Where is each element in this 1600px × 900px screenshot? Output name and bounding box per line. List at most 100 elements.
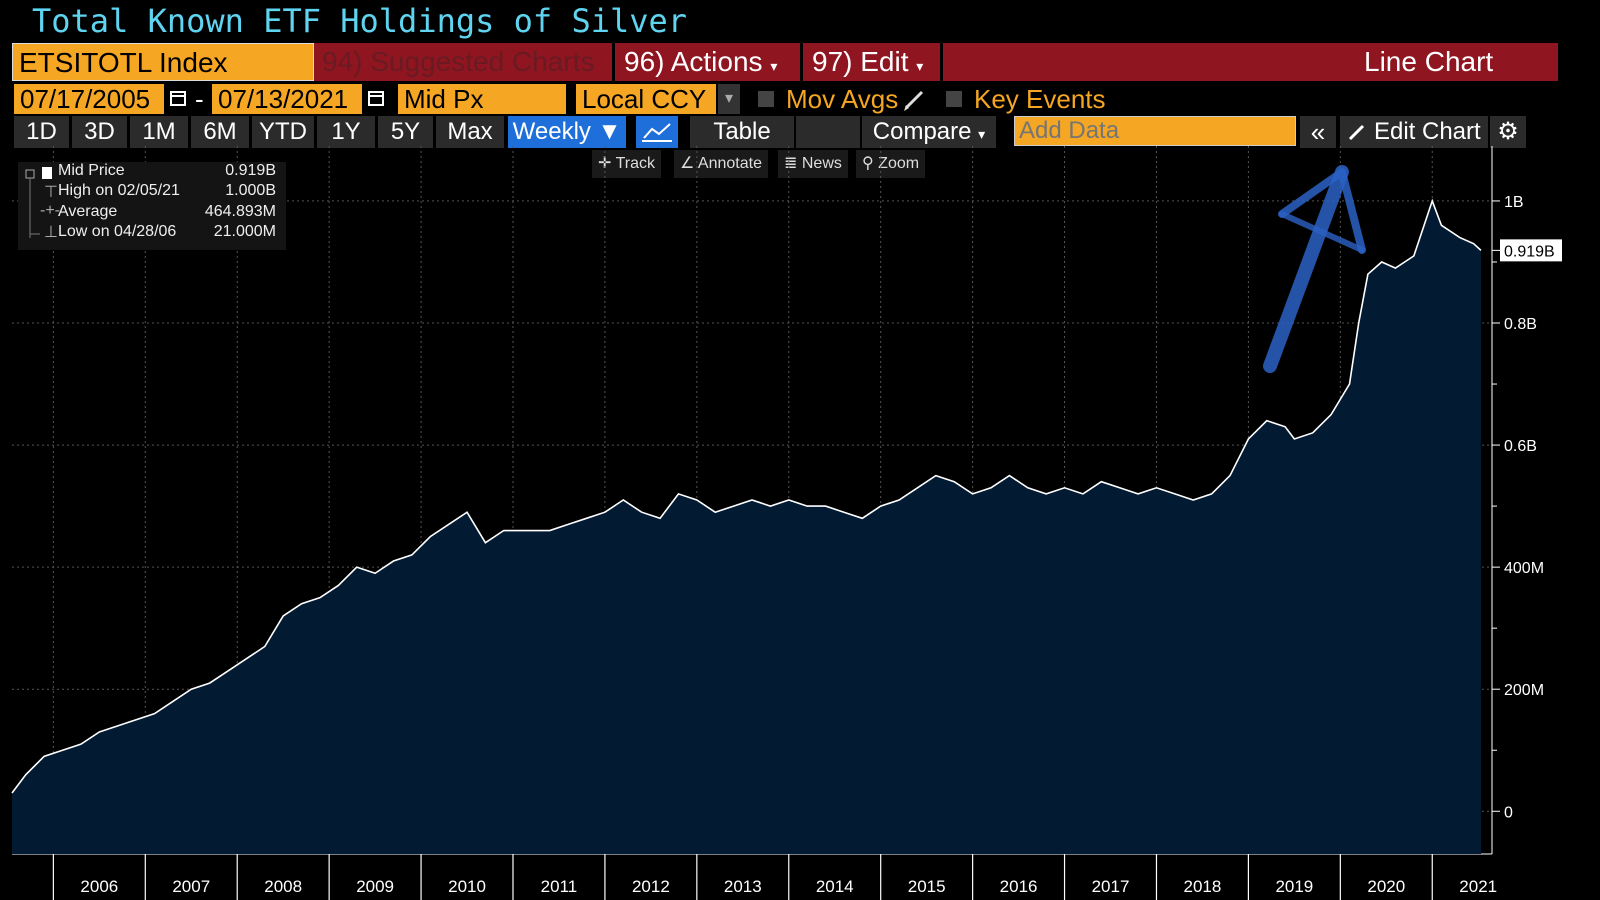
- high-marker-icon: ⊤: [44, 184, 58, 201]
- legend-value-low: 21.000M: [213, 223, 276, 240]
- crosshair-icon: ✛: [598, 155, 612, 172]
- y-tick-label: 400M: [1504, 560, 1544, 577]
- date-separator: -: [195, 84, 204, 114]
- actions-button[interactable]: 96) Actions ▾: [624, 43, 777, 81]
- period-1d[interactable]: 1D: [14, 116, 69, 148]
- legend-label-high: High on 02/05/21: [58, 182, 180, 199]
- toolbar-separator: [800, 43, 803, 81]
- x-tick-label: 2020: [1367, 877, 1405, 896]
- period-3d[interactable]: 3D: [72, 116, 127, 148]
- calendar-icon[interactable]: [365, 84, 387, 114]
- collapse-double-chevron-icon[interactable]: «: [1300, 116, 1336, 148]
- track-tool[interactable]: ✛ Track: [592, 150, 661, 178]
- field-selector[interactable]: Mid Px: [398, 84, 566, 114]
- suggested-charts-button[interactable]: 94) Suggested Charts: [322, 46, 595, 77]
- calendar-icon[interactable]: [167, 84, 189, 114]
- currency-dropdown-icon[interactable]: ▾: [718, 84, 740, 114]
- caret-down-icon: ▾: [916, 58, 924, 74]
- news-label: News: [801, 155, 842, 172]
- x-tick-label: 2010: [448, 877, 486, 896]
- line-chart-icon[interactable]: [636, 116, 678, 148]
- actions-label: 96) Actions: [624, 46, 763, 77]
- pencil-icon: [1349, 124, 1365, 141]
- chart-type-label: Line Chart: [1364, 46, 1494, 77]
- frequency-selector[interactable]: Weekly ▼: [508, 116, 626, 148]
- caret-down-icon: ▾: [978, 126, 986, 142]
- chart-title: Total Known ETF Holdings of Silver: [32, 2, 688, 40]
- y-tick-label: 0: [1504, 804, 1513, 821]
- legend-tree-lines: [25, 167, 52, 238]
- period-1m[interactable]: 1M: [130, 116, 188, 148]
- legend-label-mid-price: Mid Price: [58, 162, 125, 179]
- x-tick-label: 2021: [1459, 877, 1497, 896]
- annotation-arrow-crossbar: [1279, 211, 1365, 253]
- table-button[interactable]: Table: [690, 116, 794, 148]
- x-tick-label: 2006: [80, 877, 118, 896]
- chart-legend: Mid Price 0.919B ⊤ High on 02/05/21 1.00…: [18, 162, 286, 250]
- x-tick-label: 2014: [816, 877, 854, 896]
- currency-selector[interactable]: Local CCY: [576, 84, 716, 114]
- news-icon: ≣: [784, 155, 798, 172]
- y-tick-label: 1B: [1504, 194, 1524, 211]
- x-tick-label: 2013: [724, 877, 762, 896]
- annotate-tool[interactable]: ∠ Annotate: [674, 150, 768, 178]
- key-events-checkbox[interactable]: [946, 91, 962, 107]
- news-tool[interactable]: ≣ News: [778, 150, 848, 178]
- triangle-down-icon: ▼: [597, 118, 622, 145]
- edit-button[interactable]: 97) Edit ▾: [812, 43, 923, 81]
- annotate-icon: ∠: [680, 155, 695, 172]
- x-tick-label: 2015: [908, 877, 946, 896]
- x-tick-label: 2011: [541, 877, 578, 896]
- x-tick-label: 2017: [1092, 877, 1130, 896]
- y-tick-label: 0.6B: [1504, 438, 1537, 455]
- x-tick-label: 2007: [172, 877, 210, 896]
- edit-label: 97) Edit: [812, 46, 909, 77]
- track-label: Track: [615, 155, 655, 172]
- start-date-field[interactable]: 07/17/2005: [14, 84, 164, 114]
- zoom-tool[interactable]: ⚲ Zoom: [856, 150, 926, 178]
- legend-label-low: Low on 04/28/06: [58, 223, 177, 240]
- gear-icon[interactable]: ⚙: [1490, 116, 1526, 148]
- toolbar-spacer: [796, 116, 860, 148]
- average-marker-icon: -+-: [40, 202, 60, 219]
- period-ytd[interactable]: YTD: [252, 116, 314, 148]
- series-area: [12, 200, 1481, 854]
- frequency-label: Weekly: [512, 118, 591, 145]
- period-1y[interactable]: 1Y: [317, 116, 375, 148]
- add-data-input[interactable]: [1014, 116, 1296, 146]
- x-tick-label: 2018: [1184, 877, 1222, 896]
- annotation-arrow-head: [1278, 168, 1366, 254]
- mov-avgs-label: Mov Avgs: [786, 84, 899, 114]
- period-6m[interactable]: 6M: [191, 116, 249, 148]
- pencil-icon[interactable]: [902, 84, 926, 114]
- period-5y[interactable]: 5Y: [378, 116, 433, 148]
- legend-value-average: 464.893M: [204, 203, 276, 220]
- last-value-badge: [1500, 239, 1562, 262]
- y-tick-label: 200M: [1504, 682, 1544, 699]
- x-tick-label: 2012: [632, 877, 670, 896]
- x-tick-label: 2016: [1000, 877, 1038, 896]
- y-tick-label: 0.8B: [1504, 316, 1537, 333]
- toolbar-separator: [612, 43, 615, 81]
- period-max[interactable]: Max: [436, 116, 504, 148]
- last-value-label: 0.919B: [1504, 243, 1555, 260]
- edit-chart-button[interactable]: Edit Chart: [1340, 116, 1488, 148]
- square-icon: [42, 167, 52, 179]
- annotate-label: Annotate: [697, 155, 762, 172]
- key-events-label: Key Events: [974, 84, 1106, 114]
- ticker-field[interactable]: ETSITOTL Index: [12, 43, 314, 81]
- zoom-label: Zoom: [878, 155, 920, 172]
- toolbar-separator: [940, 43, 943, 81]
- series-line: [11, 198, 1482, 794]
- edit-chart-label: Edit Chart: [1373, 118, 1481, 145]
- x-tick-label: 2008: [264, 877, 302, 896]
- caret-down-icon: ▾: [770, 58, 778, 74]
- x-tick-label: 2019: [1275, 877, 1313, 896]
- compare-button[interactable]: Compare ▾: [862, 116, 996, 148]
- zoom-icon: ⚲: [862, 155, 874, 172]
- end-date-field[interactable]: 07/13/2021: [212, 84, 362, 114]
- legend-value-mid-price: 0.919B: [225, 162, 276, 179]
- legend-value-high: 1.000B: [225, 182, 276, 199]
- mov-avgs-checkbox[interactable]: [758, 91, 774, 107]
